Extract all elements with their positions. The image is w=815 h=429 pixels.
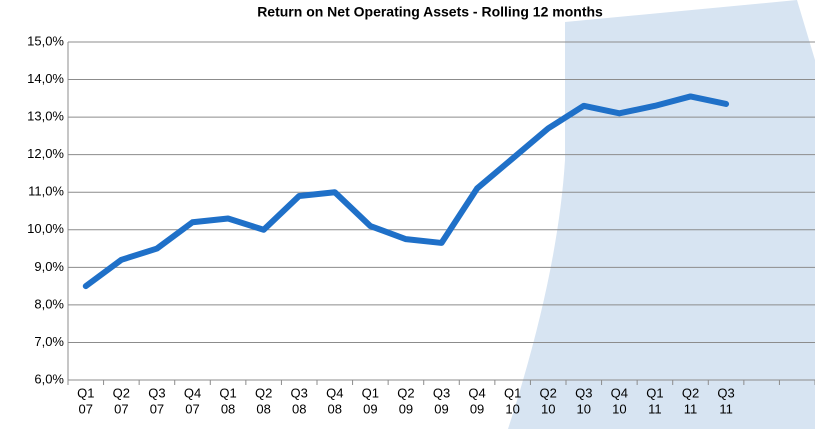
x-tick-label: Q2 [113,385,130,400]
x-tick-label: 08 [328,401,342,416]
y-tick-label: 15,0% [27,33,64,48]
x-tick-label: Q4 [611,385,628,400]
x-tick-label: 10 [577,401,591,416]
y-tick-label: 9,0% [34,259,64,274]
line [82,93,730,290]
x-tick-label: 08 [221,401,235,416]
x-tick-label: 08 [256,401,270,416]
x-tick-label: 10 [505,401,519,416]
y-tick-label: 14,0% [27,71,64,86]
x-tick-label: Q1 [362,385,379,400]
x-tick-label: 07 [79,401,93,416]
y-tick-label: 11,0% [28,184,64,199]
x-tick-label: 09 [470,401,484,416]
x-tick-label: Q1 [219,385,236,400]
x-tick-label: 11 [648,401,662,416]
x-tick-label: Q3 [291,385,308,400]
x-tick-label: Q1 [646,385,663,400]
x-tick-label: Q1 [504,385,521,400]
y-tick-label: 7,0% [34,334,64,349]
x-tick-label: Q4 [184,385,201,400]
x-tick-label: 07 [150,401,164,416]
x-tick-label: Q2 [255,385,272,400]
x-tick-label: 09 [363,401,377,416]
x-tick-label: Q3 [575,385,592,400]
y-tick-label: 13,0% [27,109,64,124]
x-tick-label: Q4 [468,385,485,400]
x-tick-label: 09 [434,401,448,416]
forecast-shade [508,0,815,429]
x-tick-label: 09 [399,401,413,416]
x-tick-label: 11 [684,401,698,416]
y-tick-label: 6,0% [34,371,64,386]
x-tick-label: 07 [114,401,128,416]
x-tick-label: Q4 [326,385,343,400]
x-tick-label: Q2 [540,385,557,400]
x-tick-label: Q3 [148,385,165,400]
x-tick-label: 10 [612,401,626,416]
x-tick-label: Q1 [77,385,94,400]
x-tick-label: 07 [185,401,199,416]
x-tick-label: Q2 [397,385,414,400]
y-tick-label: 12,0% [27,146,64,161]
x-tick-label: Q3 [717,385,734,400]
x-tick-label: 10 [541,401,555,416]
chart-title: Return on Net Operating Assets - Rolling… [257,4,603,20]
x-tick-label: 11 [719,401,733,416]
x-tick-label: Q3 [433,385,450,400]
y-tick-label: 10,0% [27,221,64,236]
x-tick-label: Q2 [682,385,699,400]
y-tick-label: 8,0% [34,296,64,311]
x-tick-label: 08 [292,401,306,416]
